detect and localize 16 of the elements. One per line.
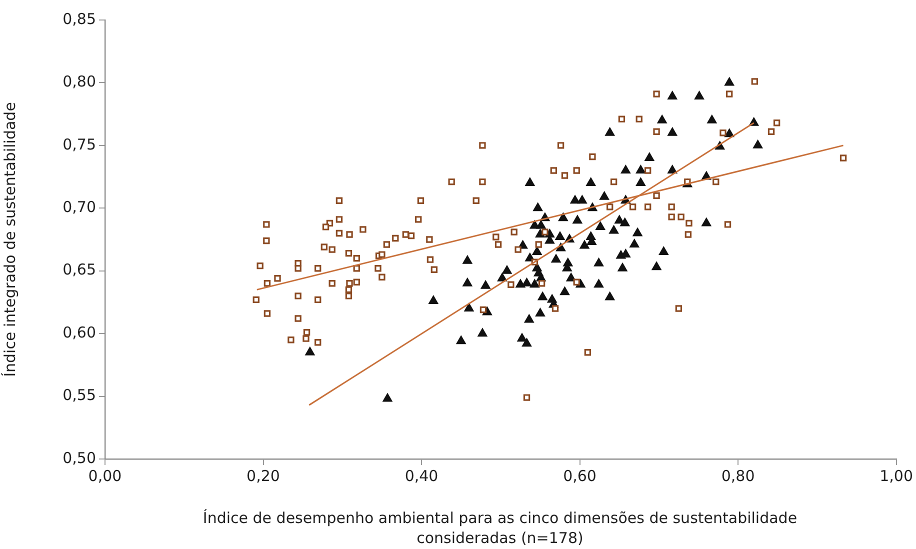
y-tick-label: 0,55 (62, 386, 96, 404)
y-tick-label: 0,75 (62, 135, 96, 154)
x-tick-label: 0,20 (246, 466, 280, 485)
y-tick-label: 0,60 (62, 323, 96, 342)
x-axis-title: Índice de desempenho ambiental para as cinco dimensões de sustentabilidade consideradas (n=178) (202, 508, 798, 548)
x-tick-label: 0,40 (404, 466, 438, 485)
y-tick-label: 0,70 (62, 198, 96, 216)
y-tick-label: 0,85 (62, 10, 96, 28)
x-tick-label: 0,80 (721, 466, 755, 485)
x-tick-label: 0,00 (88, 466, 122, 485)
x-tick-label: 1,00 (880, 466, 914, 485)
x-tick-label: 0,60 (563, 466, 596, 485)
y-tick-label: 0,65 (62, 260, 96, 279)
y-tick-label: 0,50 (62, 448, 96, 467)
y-axis-title: Índice integrado de sustentabilidade (0, 102, 19, 377)
y-tick-label: 0,80 (62, 72, 96, 91)
